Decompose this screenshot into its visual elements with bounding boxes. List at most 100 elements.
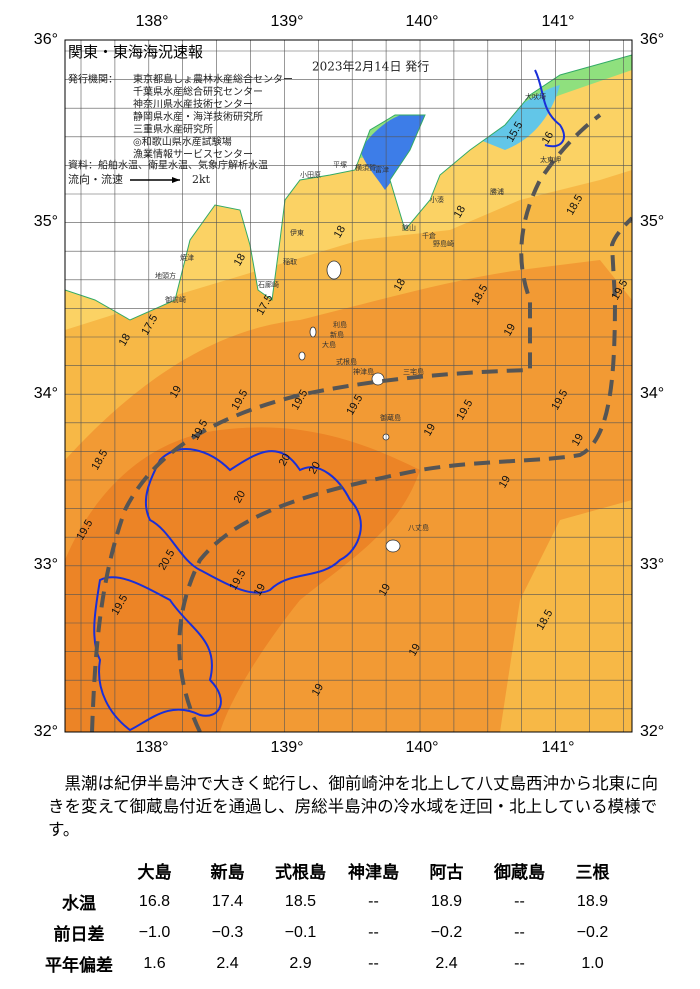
isotherm-label: 18 <box>332 224 349 241</box>
lat-label: 34° <box>34 385 58 402</box>
value-cell: 1.0 <box>581 954 604 972</box>
issuer: 漁業情報サービスセンター <box>133 148 253 161</box>
value-cell: 17.4 <box>211 892 244 910</box>
lon-label: 141° <box>541 13 574 30</box>
isotherm-label: 18 <box>117 332 134 349</box>
value-cell: 18.5 <box>284 892 317 910</box>
island <box>385 539 401 553</box>
table-row: 水温 16.8 17.4 18.5 -- 18.9 -- 18.9 <box>40 886 629 917</box>
place-name: 太東岬 <box>540 155 561 164</box>
issuers: 東京都島しょ農林水産総合センター千葉県水産総合研究センター神奈川県水産技術センタ… <box>133 73 293 161</box>
lon-label: 140° <box>405 13 438 30</box>
place-name: 御蔵島 <box>380 413 401 422</box>
value-cell: −0.1 <box>284 923 317 941</box>
place-name: 稲取 <box>283 257 297 266</box>
value-cell: 18.9 <box>430 892 463 910</box>
lat-label: 32° <box>34 723 58 740</box>
value-cell: -- <box>514 923 525 941</box>
isotherm-label: 18 <box>392 277 409 294</box>
header-cell: 新島 <box>210 863 245 882</box>
description: 黒潮は紀伊半島沖で大きく蛇行し、御前崎沖を北上して八丈島西沖から北東に向きを変え… <box>48 774 659 839</box>
place-name: 伊東 <box>290 228 304 237</box>
value-cell: -- <box>368 954 379 972</box>
value-cell: -- <box>368 923 379 941</box>
lon-label: 141° <box>541 739 574 756</box>
isotherm-20 <box>93 69 565 732</box>
place-name: 大島 <box>322 340 336 349</box>
isotherm-label: 19 <box>422 422 439 439</box>
island <box>309 326 317 338</box>
arrow-head <box>172 177 180 183</box>
isotherm-label: 19 <box>252 582 269 599</box>
place-name: 勝浦 <box>490 187 504 196</box>
value-cell: -- <box>514 892 525 910</box>
value-cell: -- <box>514 954 525 972</box>
kuroshio-edge <box>177 216 632 732</box>
place-name: 焼津 <box>180 253 194 262</box>
land <box>65 40 632 321</box>
lat-label: 35° <box>34 213 58 230</box>
value-cell: 18.9 <box>576 892 609 910</box>
place-name: 地頭方 <box>155 271 176 280</box>
isotherm-label: 19 <box>168 384 185 401</box>
place-name: 式根島 <box>336 357 357 366</box>
map-frame <box>64 39 633 733</box>
isotherm-line <box>93 576 222 732</box>
header-cell: 神津島 <box>348 863 399 882</box>
isotherm-label: 19 <box>570 432 587 449</box>
graticule <box>65 40 632 732</box>
value-cell: 16.8 <box>138 892 171 910</box>
place-name: 大吠埼 <box>525 92 546 101</box>
lon-label: 139° <box>270 739 303 756</box>
isotherm-label: 16 <box>540 130 557 147</box>
value-cell: 1.6 <box>143 954 166 972</box>
header-cell: 御蔵島 <box>494 863 545 882</box>
table-row: 前日差 −1.0 −0.3 −0.1 -- −0.2 -- −0.2 <box>40 917 629 948</box>
isotherm-label: 19 <box>407 642 424 659</box>
value-cell: 2.9 <box>289 954 312 972</box>
place-name: 富津 <box>375 165 389 174</box>
value-cell: −0.2 <box>430 923 463 941</box>
place-name: 三宅島 <box>403 367 424 376</box>
place-name: 館山 <box>402 223 416 232</box>
lon-label: 140° <box>405 739 438 756</box>
issuer: 神奈川県水産技術センター <box>133 98 253 111</box>
place-name: 千倉 <box>422 231 436 240</box>
value-cell: 2.4 <box>216 954 239 972</box>
lat-label: 36° <box>640 31 664 48</box>
place-name: 御前崎 <box>165 295 186 304</box>
map-title: 関東・東海海況速報 <box>68 43 203 61</box>
isotherm-line <box>534 69 565 148</box>
place-name: 小田原 <box>300 170 321 179</box>
isotherm-label: 19 <box>377 582 394 599</box>
lat-label: 33° <box>640 556 664 573</box>
cold-eddy <box>480 85 560 150</box>
row-label: 平年偏差 <box>45 956 113 976</box>
place-name: 八丈島 <box>408 523 429 532</box>
current-legend: 流向・流速 <box>68 172 123 186</box>
kuroshio-axis <box>90 113 632 732</box>
isotherm-label: 20 <box>232 489 249 506</box>
isotherm-label: 20 <box>307 460 324 477</box>
issuer: 三重県水産研究所 <box>133 123 213 136</box>
lon-label: 138° <box>135 13 168 30</box>
header-cell: 式根島 <box>275 863 326 882</box>
value-cell: −0.3 <box>211 923 244 941</box>
value-cell: 2.4 <box>435 954 458 972</box>
place-name: 小湊 <box>430 195 444 204</box>
lat-label: 33° <box>34 556 58 573</box>
isotherm-label: 19 <box>497 474 514 491</box>
place-name: 利島 <box>333 320 347 329</box>
place-name: 平塚 <box>333 160 347 169</box>
issuer: 静岡県水産・海洋技術研究所 <box>133 110 263 123</box>
lat-label: 32° <box>640 723 664 740</box>
lat-label: 35° <box>640 213 664 230</box>
place-name: 横須賀 <box>355 163 376 172</box>
kuroshio-sea <box>65 427 420 732</box>
corner-cell <box>40 855 118 886</box>
lat-label: 34° <box>640 385 664 402</box>
issuer: 千葉県水産総合研究センター <box>133 85 263 98</box>
